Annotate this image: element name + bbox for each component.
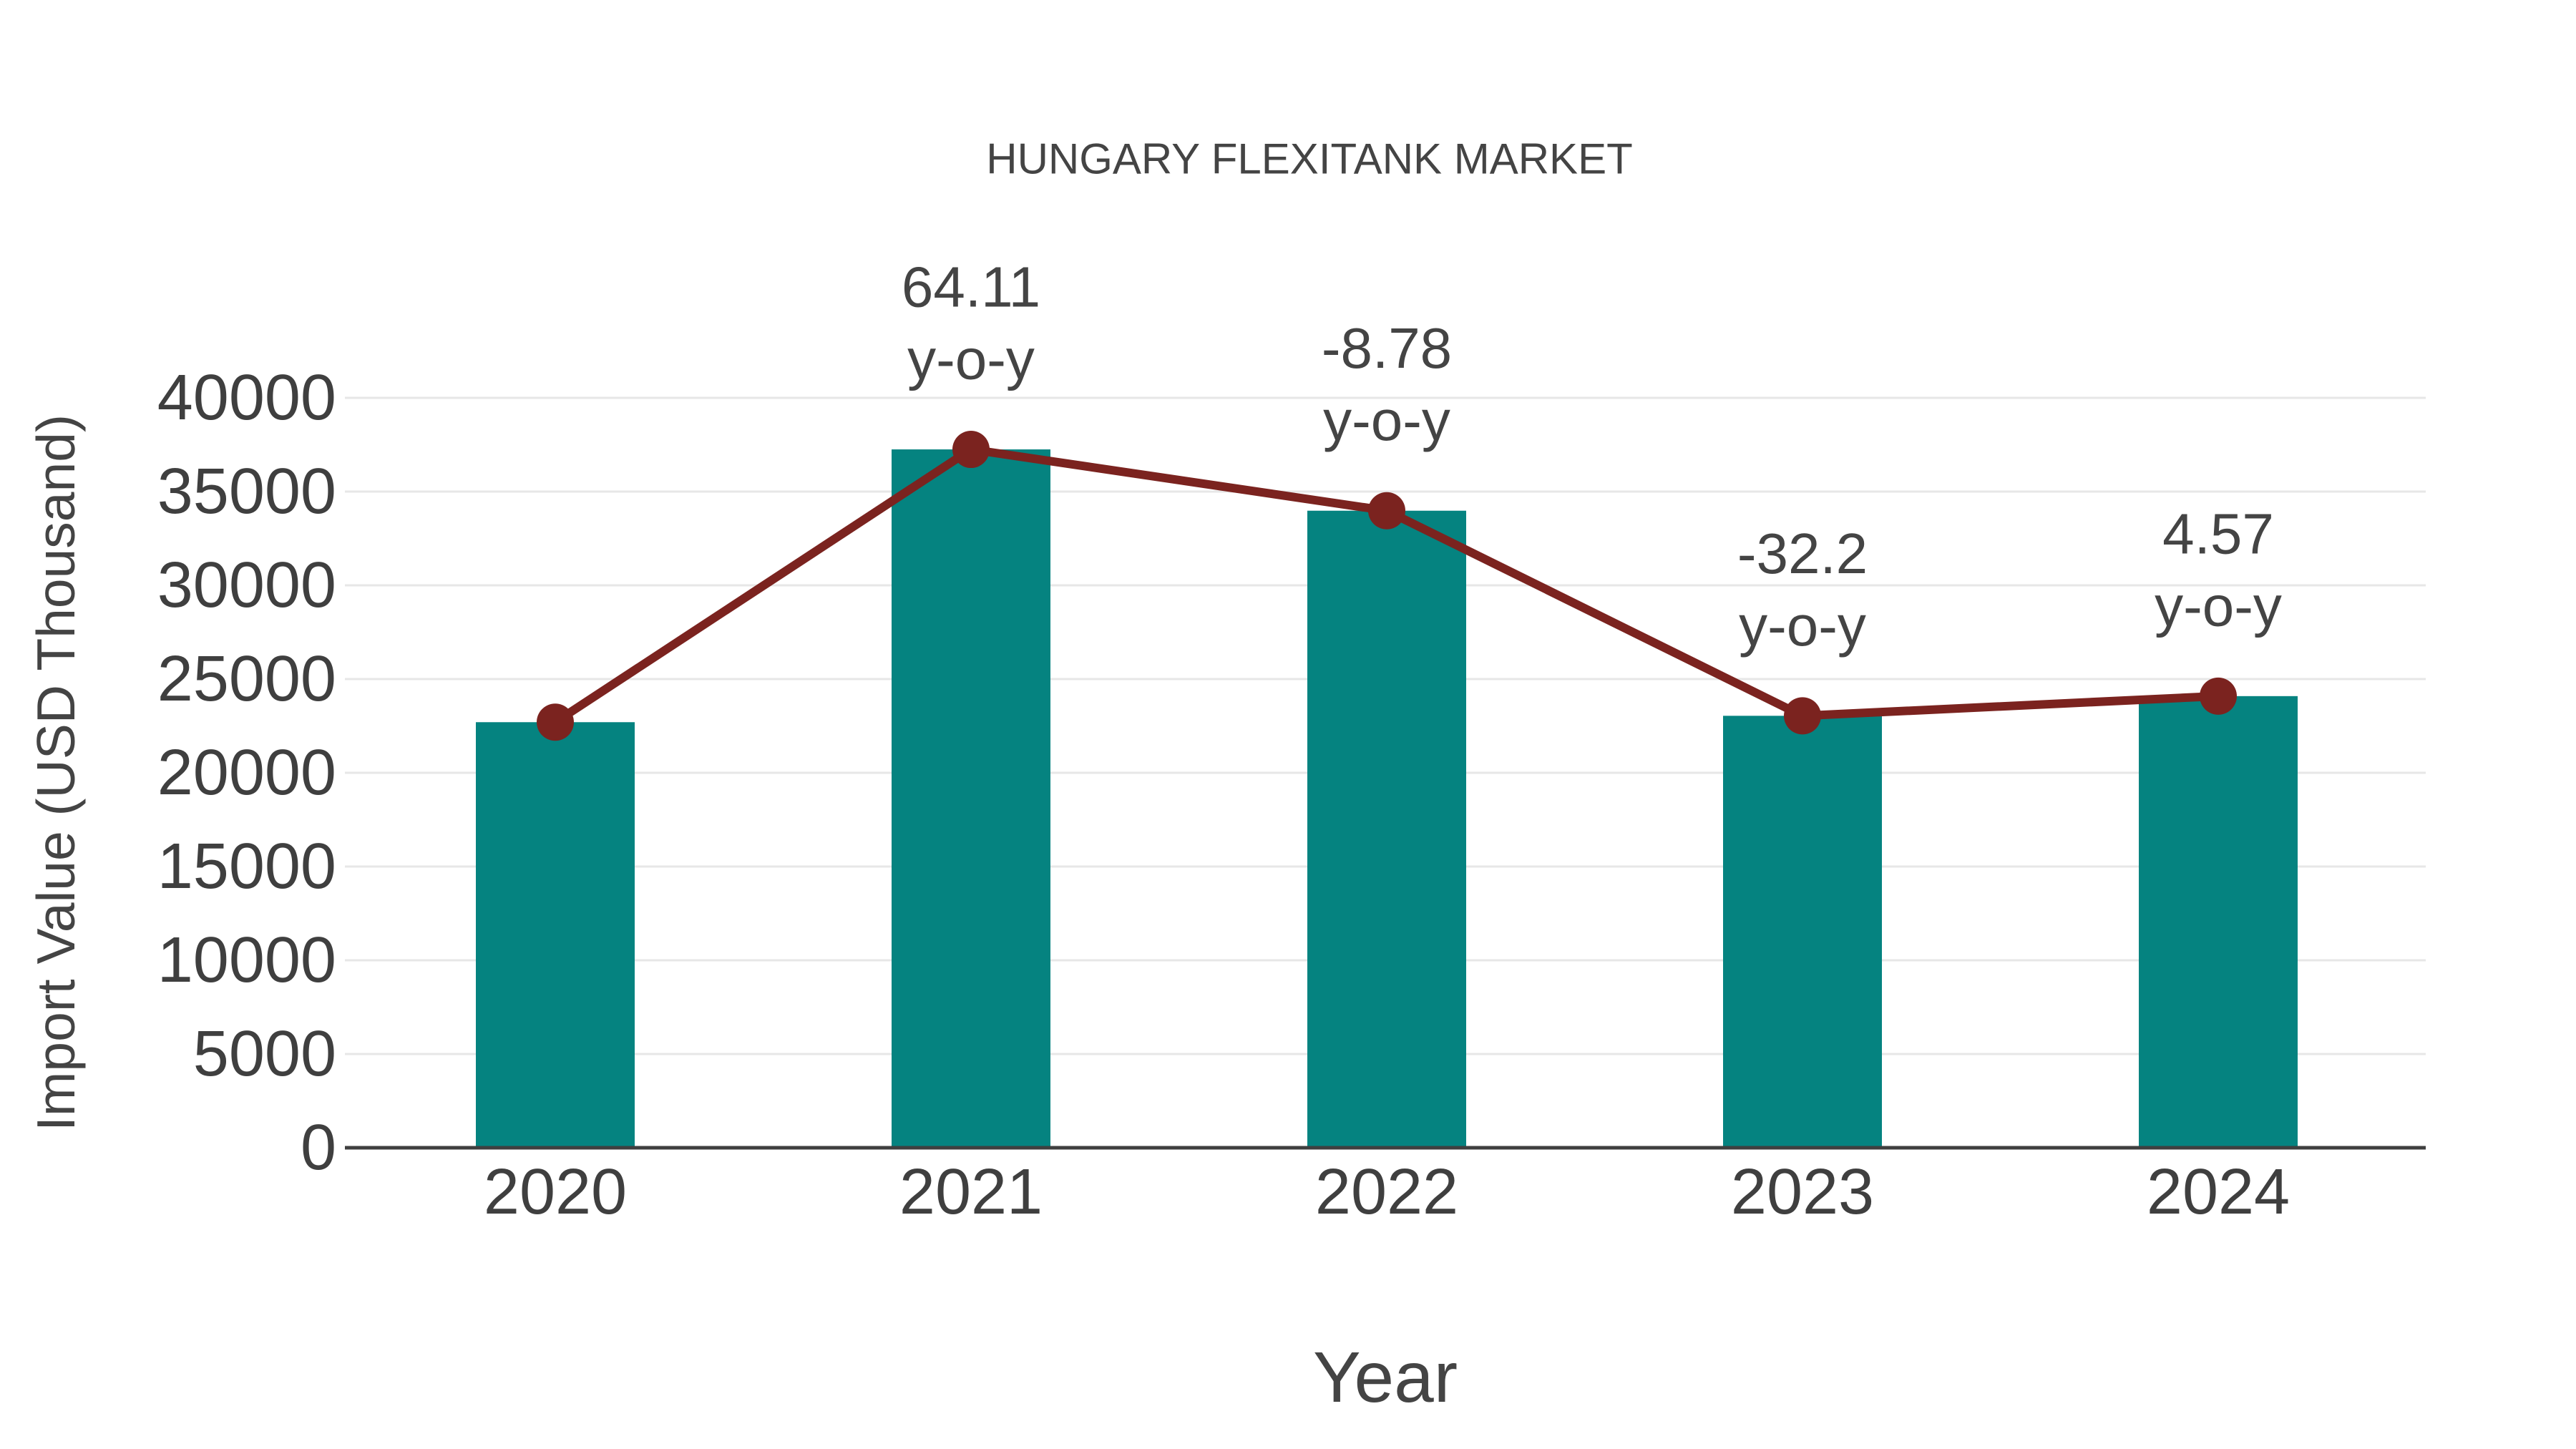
annotation-yoy-label-2023: y-o-y [1739,594,1866,658]
x-tick-label-2020: 2020 [484,1156,627,1228]
annotation-yoy-label-2024: y-o-y [2155,574,2282,638]
y-tick-label-15000: 15000 [157,831,336,902]
trend-marker-2021 [952,431,990,469]
annotation-2024: 4.57 y-o-y [2155,502,2282,638]
annotation-value-2022: -8.78 [1322,316,1452,380]
bar-2024 [2139,696,2298,1148]
y-tick-label-20000: 20000 [157,737,336,809]
y-tick-label-35000: 35000 [157,456,336,527]
bar-2022 [1307,510,1466,1148]
x-tick-label-2023: 2023 [1731,1156,1874,1228]
y-tick-label-0: 0 [301,1112,336,1184]
tick-labels-layer: 0 5000 10000 15000 20000 25000 30000 35000 40000… [157,362,2290,1228]
x-tick-label-2021: 2021 [899,1156,1043,1228]
trend-marker-2022 [1368,492,1405,530]
annotation-value-2021: 64.11 [902,255,1040,319]
trend-marker-2024 [2200,677,2237,715]
annotations-layer: 64.11 y-o-y -8.78 y-o-y -32.2 y-o-y 4.57 y-o-y [902,255,2282,658]
annotation-2022: -8.78 y-o-y [1322,316,1452,452]
y-tick-label-25000: 25000 [157,643,336,715]
annotation-value-2024: 4.57 [2162,502,2274,565]
trend-line-layer [537,431,2237,741]
trend-marker-2023 [1784,697,1821,735]
bars-layer [476,449,2298,1148]
y-tick-label-5000: 5000 [193,1018,336,1090]
y-axis-title: Import Value (USD Thousand) [26,414,86,1131]
chart-title: HUNGARY FLEXITANK MARKET [986,135,1633,183]
bar-2020 [476,722,635,1148]
y-tick-label-30000: 30000 [157,550,336,621]
annotation-2021: 64.11 y-o-y [902,255,1040,391]
x-tick-label-2024: 2024 [2147,1156,2290,1228]
trend-marker-2020 [537,703,574,741]
annotation-2023: -32.2 y-o-y [1737,522,1868,658]
annotation-yoy-label-2022: y-o-y [1323,389,1450,452]
y-tick-label-10000: 10000 [157,924,336,996]
bar-2021 [892,449,1050,1148]
bar-2023 [1723,716,1882,1148]
annotation-yoy-label-2021: y-o-y [907,328,1035,391]
y-tick-label-40000: 40000 [157,362,336,434]
annotation-value-2023: -32.2 [1737,522,1868,585]
x-tick-label-2022: 2022 [1315,1156,1458,1228]
x-axis-title: Year [1313,1337,1458,1418]
